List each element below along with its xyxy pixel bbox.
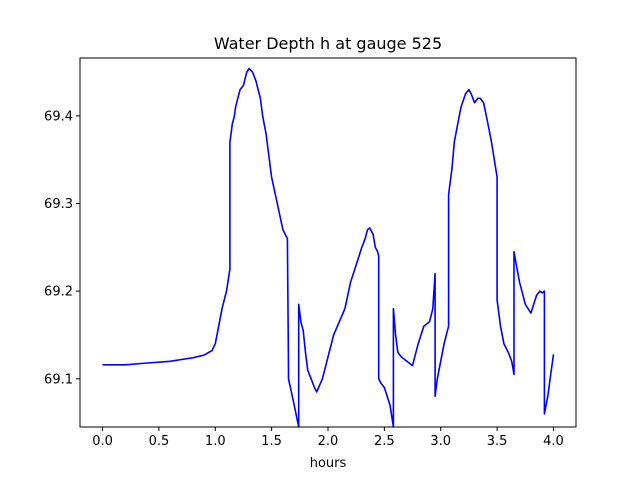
x-tick-label: 1.5 bbox=[261, 434, 282, 449]
y-tick-label: 69.1 bbox=[44, 372, 73, 387]
plot-frame bbox=[79, 57, 577, 428]
x-tick-label: 4.0 bbox=[543, 434, 564, 449]
y-tick-label: 69.4 bbox=[44, 109, 73, 124]
x-tick-label: 0.5 bbox=[149, 434, 170, 449]
x-tick-label: 2.0 bbox=[318, 434, 339, 449]
y-tick-label: 69.3 bbox=[44, 197, 73, 212]
x-tick-label: 3.0 bbox=[430, 434, 451, 449]
chart-title: Water Depth h at gauge 525 bbox=[214, 34, 442, 53]
series-line-0 bbox=[102, 67, 555, 428]
x-axis: 0.0 0.5 1.0 1.5 2.0 2.5 3.0 3.5 4.0 bbox=[92, 427, 564, 449]
x-axis-label: hours bbox=[310, 456, 347, 471]
x-tick-label: 1.0 bbox=[205, 434, 226, 449]
x-tick-label: 3.5 bbox=[487, 434, 508, 449]
y-tick-label: 69.2 bbox=[44, 285, 73, 300]
y-axis: 69.1 69.2 69.3 69.4 bbox=[44, 109, 80, 387]
x-tick-label: 2.5 bbox=[374, 434, 395, 449]
series-layer bbox=[102, 67, 555, 428]
x-tick-label: 0.0 bbox=[92, 434, 113, 449]
